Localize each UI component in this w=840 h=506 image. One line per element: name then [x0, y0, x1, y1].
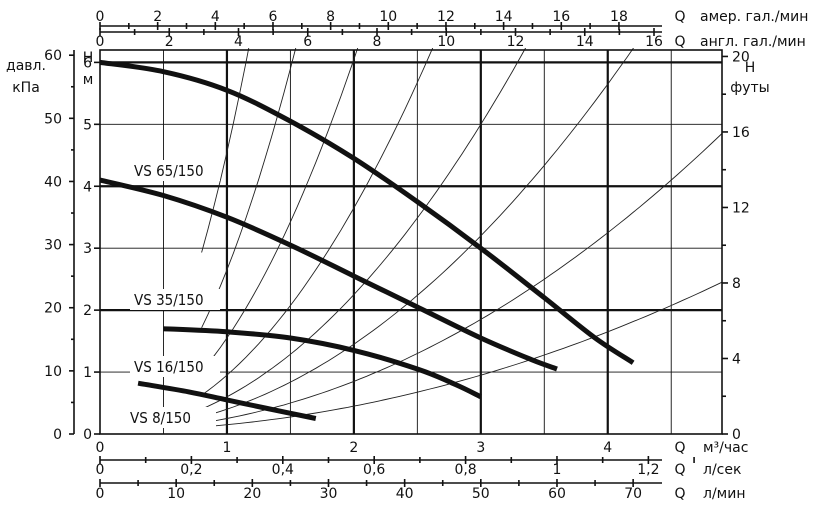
kpa-tick-label: 60 [44, 48, 62, 64]
pump-curve-vs-16-150 [163, 326, 482, 400]
kpa-tick-label: 40 [44, 174, 62, 190]
curve-label-bg [130, 356, 220, 377]
h-m-tick-label: 6 [83, 55, 92, 71]
usgpm-axis-label: Q [674, 9, 685, 25]
usgpm-tick-label: 16 [552, 9, 570, 25]
kpa-tick-label: 0 [53, 427, 62, 443]
ft-tick-label: 0 [732, 427, 741, 443]
curve-label: VS 35/150 [134, 291, 204, 309]
ls-axis-unit: л/сек [703, 462, 741, 478]
ukgpm-tick-label: 4 [234, 34, 243, 50]
kpa-tick-label: 10 [44, 364, 62, 380]
usgpm-tick-label: 2 [153, 9, 162, 25]
ls-tick-label: 0 [96, 462, 105, 478]
system-curve [201, 24, 444, 396]
ls-tick-label: 0,8 [454, 462, 476, 478]
h-m-tick-label: 5 [83, 117, 92, 133]
m3h-tick-label: 4 [603, 440, 612, 456]
m3h-tick-label: 3 [476, 440, 485, 456]
ft-axis-unit: футы [730, 80, 769, 96]
usgpm-tick-label: 8 [326, 9, 335, 25]
system-curve [201, 21, 368, 372]
plot-frame [99, 49, 723, 435]
curve-label: VS 16/150 [134, 358, 204, 376]
pump-curve-vs-8-150 [137, 380, 317, 421]
system-curve [201, 281, 723, 428]
m3h-tick-label: 1 [222, 440, 231, 456]
lmin-tick-label: 50 [472, 486, 490, 502]
h-m-axis-label: H [83, 50, 94, 66]
ls-tick-label: 0,2 [180, 462, 202, 478]
kpa-tick-label: 20 [44, 301, 62, 317]
lmin-tick-label: 20 [243, 486, 261, 502]
usgpm-tick-label: 0 [96, 9, 105, 25]
pump-curve-vs-35-150 [99, 177, 558, 372]
h-m-tick-label: 0 [83, 427, 92, 443]
ukgpm-axis-unit: англ. гал./мин [700, 34, 806, 50]
curve-label-bg [126, 407, 216, 428]
lmin-axis-unit: л/мин [703, 486, 745, 502]
ft-axis-label: H [745, 60, 756, 76]
kpa-axis-unit: кПа [12, 80, 40, 96]
usgpm-tick-label: 4 [211, 9, 220, 25]
system-curve [201, 13, 545, 410]
ls-tick-label: 1,2 [637, 462, 659, 478]
ft-tick-label: 16 [732, 125, 750, 141]
m3h-tick-label: 2 [349, 440, 358, 456]
ft-tick-label: 20 [732, 49, 750, 65]
ft-tick-label: 8 [732, 276, 741, 292]
ukgpm-tick-label: 0 [96, 34, 105, 50]
m3h-axis-label: Q [674, 440, 685, 456]
ukgpm-tick-label: 12 [507, 34, 525, 50]
ukgpm-tick-label: 6 [303, 34, 312, 50]
curve-label: VS 65/150 [134, 162, 204, 180]
kpa-tick-label: 30 [44, 238, 62, 254]
ls-axis-label: Q [674, 462, 685, 478]
ls-tick-label: 1 [553, 462, 562, 478]
curve-label-bg [130, 289, 220, 310]
usgpm-tick-label: 14 [495, 9, 513, 25]
usgpm-tick-label: 10 [379, 9, 397, 25]
ukgpm-axis-label: Q [674, 34, 685, 50]
lmin-tick-label: 70 [624, 486, 642, 502]
kpa-axis-label: давл. [6, 58, 46, 74]
usgpm-tick-label: 6 [269, 9, 278, 25]
ukgpm-tick-label: 14 [576, 34, 594, 50]
lmin-tick-label: 60 [548, 486, 566, 502]
curve-label: VS 8/150 [130, 409, 191, 427]
m3h-tick-label: 0 [96, 440, 105, 456]
ls-tick-label: 0,6 [363, 462, 385, 478]
ukgpm-tick-label: 16 [645, 34, 663, 50]
ukgpm-tick-label: 8 [373, 34, 382, 50]
lmin-tick-label: 10 [167, 486, 185, 502]
usgpm-tick-label: 18 [610, 9, 628, 25]
kpa-tick-label: 50 [44, 111, 62, 127]
usgpm-axis-unit: амер. гал./мин [700, 9, 808, 25]
ls-tick-label: 0,4 [272, 462, 294, 478]
lmin-tick-label: 0 [96, 486, 105, 502]
system-curve [201, 133, 723, 424]
usgpm-tick-label: 12 [437, 9, 455, 25]
system-curve [201, 29, 253, 253]
h-m-tick-label: 1 [83, 365, 92, 381]
curve-label-bg [130, 160, 220, 181]
system-curve [201, 20, 653, 418]
m3h-axis-unit: м³/час [703, 440, 748, 456]
pump-curve-vs-65-150 [99, 59, 635, 365]
h-m-tick-label: 3 [83, 241, 92, 257]
h-m-axis-unit: м [83, 72, 94, 88]
lmin-tick-label: 30 [320, 486, 338, 502]
ft-tick-label: 12 [732, 200, 750, 216]
ukgpm-tick-label: 10 [437, 34, 455, 50]
lmin-tick-label: 40 [396, 486, 414, 502]
h-m-tick-label: 2 [83, 303, 92, 319]
lmin-axis-label: Q [674, 486, 685, 502]
plot-top-mask [100, 0, 840, 48]
ukgpm-tick-label: 2 [165, 34, 174, 50]
h-m-tick-label: 4 [83, 179, 92, 195]
ft-tick-label: 4 [732, 351, 741, 367]
